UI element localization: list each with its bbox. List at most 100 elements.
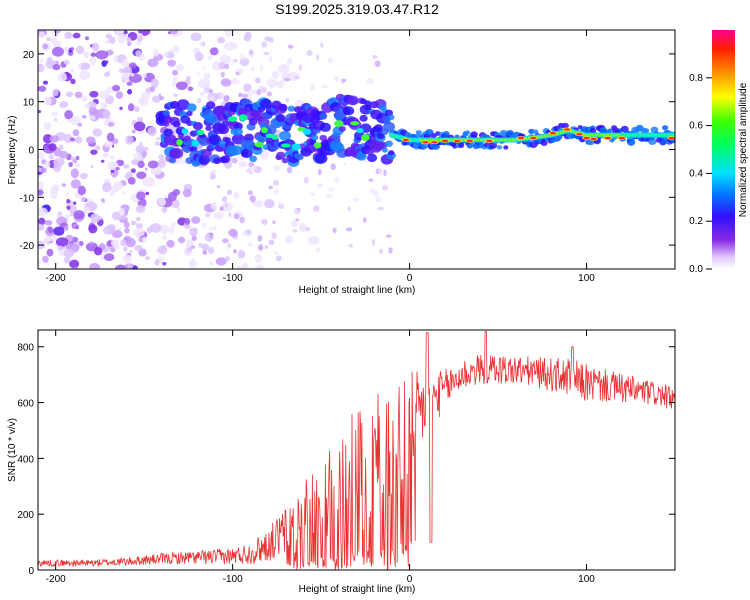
- spectrogram-noise-blob: [136, 191, 146, 201]
- spectrogram-noise-blob: [38, 217, 46, 226]
- snr-xlabel: Height of straight line (km): [299, 584, 416, 595]
- spectrogram-noise-blob: [286, 166, 293, 174]
- spectrogram-noise-blob: [264, 199, 275, 209]
- spectrogram-noise-blob: [144, 256, 151, 261]
- spectrogram-noise-blob: [169, 48, 175, 54]
- spectrogram-ridge-blob: [172, 120, 181, 128]
- spectrogram-noise-blob: [38, 207, 48, 217]
- spectrogram-ridge-blob: [607, 128, 613, 133]
- spectrogram-noise-blob: [44, 219, 53, 226]
- spectrogram-noise-blob: [107, 122, 114, 127]
- spectrogram-peak: [441, 139, 449, 143]
- spectrogram-noise-blob: [130, 220, 137, 226]
- spectrogram-ridge-blob: [287, 105, 296, 112]
- spectrogram-noise-blob: [248, 49, 254, 56]
- spectrogram-noise-blob: [127, 41, 132, 47]
- snr-panel: -200 -100 0 100 0 200 400 600 800 Height of stra…: [7, 329, 676, 595]
- spectrogram-noise-blob: [219, 91, 225, 99]
- spectrogram-noise-blob: [287, 44, 294, 49]
- spectrogram-noise-blob: [219, 54, 231, 64]
- spectrogram-noise-blob: [93, 246, 103, 256]
- spectrogram-noise-blob: [203, 87, 211, 94]
- spectrogram-noise-blob: [75, 155, 80, 161]
- spectrogram-peak: [563, 128, 571, 131]
- spectrogram-noise-blob: [135, 223, 143, 229]
- spectrogram-ridge-blob: [213, 157, 222, 165]
- spectrogram-noise-blob: [178, 236, 186, 244]
- spectrogram-noise-blob: [342, 78, 347, 82]
- spectrogram-noise-blob: [81, 95, 88, 102]
- spectrogram-noise-blob: [146, 227, 153, 234]
- spectrogram-noise-blob: [65, 91, 74, 98]
- spectrogram-ridge-blob: [589, 128, 597, 134]
- spectrogram-noise-blob: [39, 58, 44, 63]
- spectrogram-noise-blob: [83, 51, 90, 59]
- spectrogram-noise-blob: [250, 67, 255, 71]
- spectrogram-noise-blob: [76, 45, 85, 55]
- spectrogram-noise-blob: [74, 136, 83, 144]
- spectrogram-noise-blob: [187, 86, 194, 92]
- spectrogram-noise-blob: [273, 188, 279, 196]
- spectrogram-noise-blob: [292, 229, 298, 233]
- spectrogram-ridge-blob: [347, 95, 359, 106]
- spectrogram-core-blob: [191, 139, 200, 147]
- spectrogram-noise-blob: [272, 220, 276, 225]
- spectrogram-ridge-blob: [314, 153, 328, 164]
- spectrogram-noise-blob: [237, 249, 246, 259]
- spectrogram-noise-blob: [51, 46, 64, 57]
- spectrogram-noise-blob: [191, 235, 197, 242]
- spectrogram-noise-blob: [238, 92, 243, 98]
- spectrogram-noise-blob: [57, 245, 64, 251]
- spectrogram-noise-blob: [191, 216, 201, 224]
- spectrogram-noise-blob: [208, 233, 215, 241]
- spectrogram-noise-blob: [196, 97, 202, 104]
- spectrogram-noise-blob: [291, 219, 298, 228]
- spectrogram-noise-blob: [203, 73, 211, 80]
- spectrogram-ridge-blob: [359, 114, 368, 122]
- spectrogram-noise-blob: [114, 264, 127, 269]
- spectrogram-noise-blob: [208, 226, 215, 231]
- spectrogram-noise-blob: [151, 95, 162, 103]
- spectrogram-core-blob: [254, 141, 264, 148]
- colorbar-tick-label: 0.0: [689, 264, 703, 275]
- spectrogram-noise-blob: [272, 179, 280, 186]
- spectrogram-noise-blob: [268, 55, 273, 63]
- spectrogram-noise-blob: [123, 164, 130, 169]
- spectrogram-noise-blob: [47, 241, 51, 245]
- snr-xtick-label: 0: [407, 574, 413, 585]
- spectrogram-noise-blob: [334, 176, 340, 183]
- spectrogram-noise-blob: [348, 243, 353, 248]
- spectrogram-noise-blob: [299, 226, 304, 231]
- spectrogram-noise-blob: [79, 172, 88, 179]
- spectrogram-noise-blob: [157, 158, 166, 168]
- spectrogram-noise-blob: [273, 165, 281, 172]
- spectrogram-noise-blob: [50, 186, 59, 195]
- spectrogram-ridge-blob: [373, 124, 384, 133]
- spectrogram-noise-blob: [69, 137, 76, 142]
- spectrogram-noise-blob: [202, 66, 206, 70]
- spectrogram-noise-blob: [168, 226, 175, 235]
- spectrogram-ridge-blob: [304, 143, 317, 154]
- spectrogram-noise-blob: [372, 54, 378, 59]
- spectrogram-peak: [549, 132, 557, 135]
- spectrogram-noise-blob: [259, 150, 270, 160]
- spectrogram-noise-blob: [237, 265, 243, 269]
- snr-ytick-label: 200: [17, 510, 34, 521]
- spectrogram-noise-blob: [159, 95, 165, 101]
- spectrogram-noise-blob: [102, 182, 112, 193]
- spectrogram-ridge-blob: [364, 100, 372, 107]
- spectrogram-noise-blob: [89, 90, 99, 98]
- spectrogram-noise-blob: [117, 34, 126, 44]
- spectrogram-noise-blob: [70, 168, 79, 179]
- spectrogram-noise-blob: [228, 212, 232, 218]
- spectrogram-noise-blob: [261, 41, 268, 48]
- spectrogram-noise-blob: [224, 63, 230, 70]
- spectrogram-ridge-blob: [503, 145, 509, 150]
- snr-ylabel: SNR (10 * v/v): [7, 418, 18, 482]
- spectrogram-noise-blob: [196, 72, 200, 76]
- spectrogram-noise-blob: [224, 203, 229, 209]
- spectrogram-xtick-label: -200: [46, 273, 66, 284]
- spectrogram-noise-blob: [221, 196, 228, 203]
- spectrogram-ridge-blob: [496, 145, 503, 150]
- spectrogram-noise-blob: [83, 206, 90, 215]
